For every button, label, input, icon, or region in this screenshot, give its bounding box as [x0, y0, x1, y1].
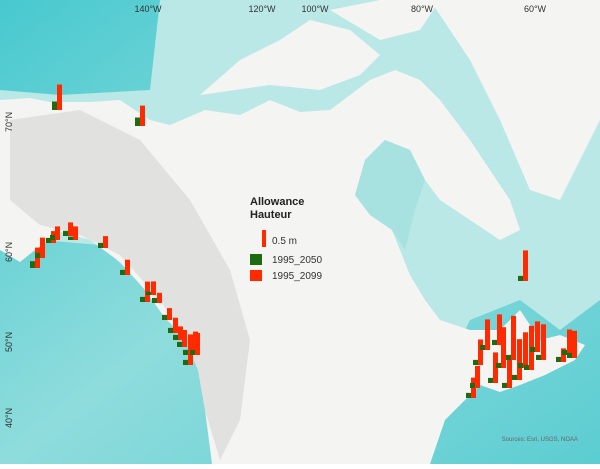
bar-2050 [480, 344, 485, 350]
bar-2050 [524, 364, 529, 370]
bar-2099 [567, 329, 572, 355]
bar-2099 [501, 327, 506, 368]
bar-2099 [493, 352, 498, 383]
legend-scale-label: 0.5 m [272, 236, 297, 247]
bar-2099 [497, 314, 502, 345]
bar-2050 [530, 346, 535, 352]
legend-scale-bar [262, 230, 266, 247]
bar-2050 [183, 359, 188, 365]
x-tick-label: 80°W [411, 4, 434, 14]
bar-2050 [556, 356, 561, 362]
bar-2050 [473, 359, 478, 365]
legend-swatch [250, 270, 262, 281]
allowance-bars [30, 84, 577, 398]
bar-2099 [517, 339, 522, 380]
x-tick-label: 120°W [248, 4, 276, 14]
bar-2099 [103, 236, 108, 248]
bar-2050 [183, 349, 188, 355]
bar-2050 [518, 275, 523, 281]
mountains [10, 110, 250, 460]
bar-2050 [52, 101, 57, 110]
bar-2099 [485, 319, 490, 350]
bar-2050 [536, 354, 541, 360]
bar-2099 [182, 330, 187, 347]
bar-2099 [475, 365, 480, 388]
y-tick-label: 40°N [4, 408, 14, 428]
bar-2050 [502, 382, 507, 388]
x-tick-label: 60°W [524, 4, 547, 14]
graticule-labels: 140°W 120°W 100°W 80°W 60°W 70°N 60°N 50°N 40°N [4, 4, 547, 428]
bar-2099 [511, 315, 516, 360]
bar-2099 [73, 226, 78, 240]
bar-2050 [512, 374, 517, 380]
bar-2050 [562, 349, 567, 355]
bar-2099 [125, 259, 130, 275]
bar-2099 [523, 332, 528, 368]
legend-label: 1995_2050 [272, 255, 322, 266]
bar-2050 [152, 297, 157, 303]
bar-2099 [535, 321, 540, 352]
bar-2099 [178, 326, 183, 340]
legend-label: 1995_2099 [272, 271, 322, 282]
bar-2050 [68, 236, 73, 240]
bar-2099 [173, 317, 178, 333]
legend-title: Hauteur [250, 209, 292, 221]
bar-2050 [518, 362, 523, 368]
bar-2050 [140, 296, 145, 302]
bar-2099 [572, 330, 577, 358]
y-tick-label: 60°N [4, 242, 14, 262]
bar-2050 [492, 339, 497, 345]
bar-2050 [63, 230, 68, 236]
bar-2050 [506, 354, 511, 360]
bar-2099 [57, 84, 62, 110]
bar-2099 [195, 332, 200, 355]
bar-2099 [188, 334, 193, 365]
bar-2050 [120, 269, 125, 275]
bar-2099 [151, 281, 156, 295]
bar-2099 [55, 226, 60, 240]
bar-2050 [46, 237, 51, 243]
bar-2099 [507, 357, 512, 388]
bar-2050 [173, 334, 178, 340]
bar-2099 [140, 105, 145, 126]
legend: Allowance Hauteur 0.5 m 1995_2050 1995_2… [250, 196, 322, 282]
bar-2050 [98, 242, 103, 248]
bar-2050 [177, 341, 182, 347]
bar-2050 [168, 327, 173, 333]
legend-swatch [250, 254, 262, 265]
x-tick-label: 140°W [134, 4, 162, 14]
legend-title: Allowance [250, 196, 304, 208]
bar-2050 [488, 377, 493, 383]
bar-2050 [162, 314, 167, 320]
bar-2050 [135, 117, 140, 126]
bar-2050 [35, 252, 40, 258]
arctic-islands [200, 0, 600, 200]
hudson-bay [355, 140, 425, 250]
bar-2099 [68, 222, 73, 236]
bar-2099 [561, 348, 566, 362]
bar-2099 [157, 292, 162, 303]
x-tick-label: 100°W [301, 4, 329, 14]
bar-2099 [541, 324, 546, 360]
bar-2099 [478, 339, 483, 365]
y-tick-label: 50°N [4, 332, 14, 352]
bar-2050 [466, 392, 471, 398]
bar-2099 [167, 308, 172, 320]
bar-2050 [567, 352, 572, 358]
bar-2050 [146, 291, 151, 295]
bar-2050 [496, 362, 501, 368]
bar-2050 [190, 349, 195, 355]
bar-2050 [470, 382, 475, 388]
attribution: Sources: Esri, USGS, NOAA [502, 437, 578, 443]
bar-2099 [523, 250, 528, 281]
bar-2099 [40, 237, 45, 258]
bar-2050 [50, 234, 55, 240]
y-tick-label: 70°N [4, 112, 14, 132]
bar-2050 [30, 261, 35, 268]
